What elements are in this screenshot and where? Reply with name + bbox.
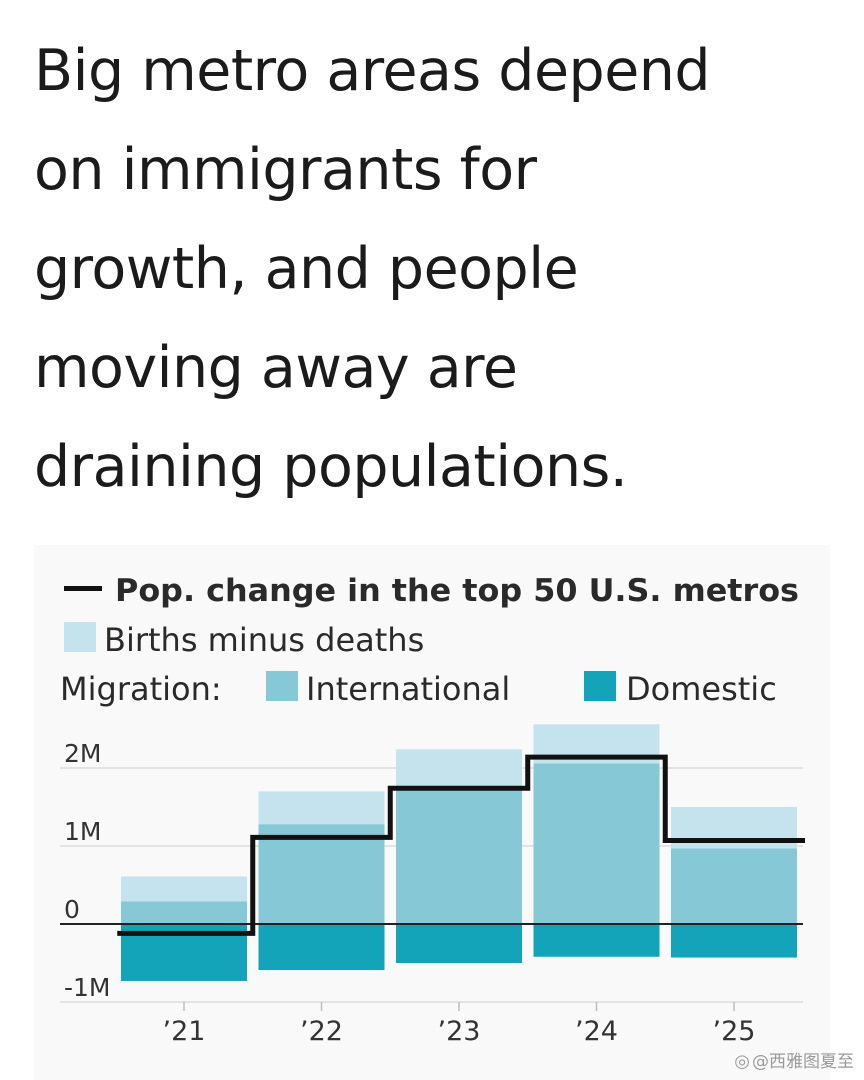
y-tick-label-1: 1M (64, 817, 101, 846)
legend-international-swatch (266, 671, 298, 701)
bar-domestic-1 (258, 924, 385, 971)
y-tick-label-0: 2M (64, 739, 101, 768)
headline-line-3: growth, and people (34, 236, 579, 302)
x-tick-label-0: ’21 (163, 1016, 206, 1047)
bar-international-1 (258, 824, 385, 924)
bar-international-2 (396, 786, 522, 924)
headline-line-2: on immigrants for (34, 137, 537, 203)
legend-domestic-swatch (584, 671, 616, 701)
headline-line-4: moving away are (34, 335, 518, 401)
legend-births-label: Births minus deaths (104, 621, 424, 659)
watermark-text: @西雅图夏至 (752, 1052, 854, 1072)
bar-international-0 (121, 901, 247, 924)
legend-births-swatch (64, 622, 96, 652)
bar-domestic-4 (671, 924, 797, 958)
x-tick-label-3: ’24 (575, 1016, 618, 1047)
headline-line-1: Big metro areas depend (34, 38, 711, 104)
bar-international-3 (533, 763, 660, 924)
legend: Pop. change in the top 50 U.S. metros Bi… (60, 573, 799, 708)
x-tick-label-1: ’22 (300, 1016, 343, 1047)
y-tick-labels: 2M 1M 0 -1M (64, 739, 111, 1002)
pop-change-step-path (117, 754, 805, 936)
x-tick-label-2: ’23 (438, 1016, 481, 1047)
pop-change-line (117, 754, 805, 936)
y-tick-label-3: -1M (64, 973, 111, 1002)
headline: Big metro areas depend on immigrants for… (34, 22, 834, 517)
bar-domestic-2 (396, 924, 522, 963)
headline-line-5: draining populations. (34, 434, 628, 500)
legend-domestic-label: Domestic (626, 670, 777, 708)
bars (121, 724, 797, 981)
bar-domestic-3 (533, 924, 660, 957)
bar-international-4 (671, 848, 797, 924)
bar-births-2 (396, 749, 522, 787)
watermark: ◎ @西雅图夏至 (734, 1047, 854, 1072)
legend-line-label: Pop. change in the top 50 U.S. metros (115, 573, 799, 609)
bar-births-0 (121, 876, 247, 902)
weibo-icon: ◎ (734, 1051, 750, 1072)
legend-line-swatch (64, 586, 102, 591)
x-tick-label-4: ’25 (713, 1016, 756, 1047)
bar-births-1 (258, 791, 385, 825)
legend-migration-prefix: Migration: (60, 670, 222, 708)
legend-international-label: International (306, 670, 510, 708)
y-tick-label-2: 0 (64, 895, 80, 924)
x-tick-labels: ’21 ’22 ’23 ’24 ’25 (163, 1002, 756, 1047)
